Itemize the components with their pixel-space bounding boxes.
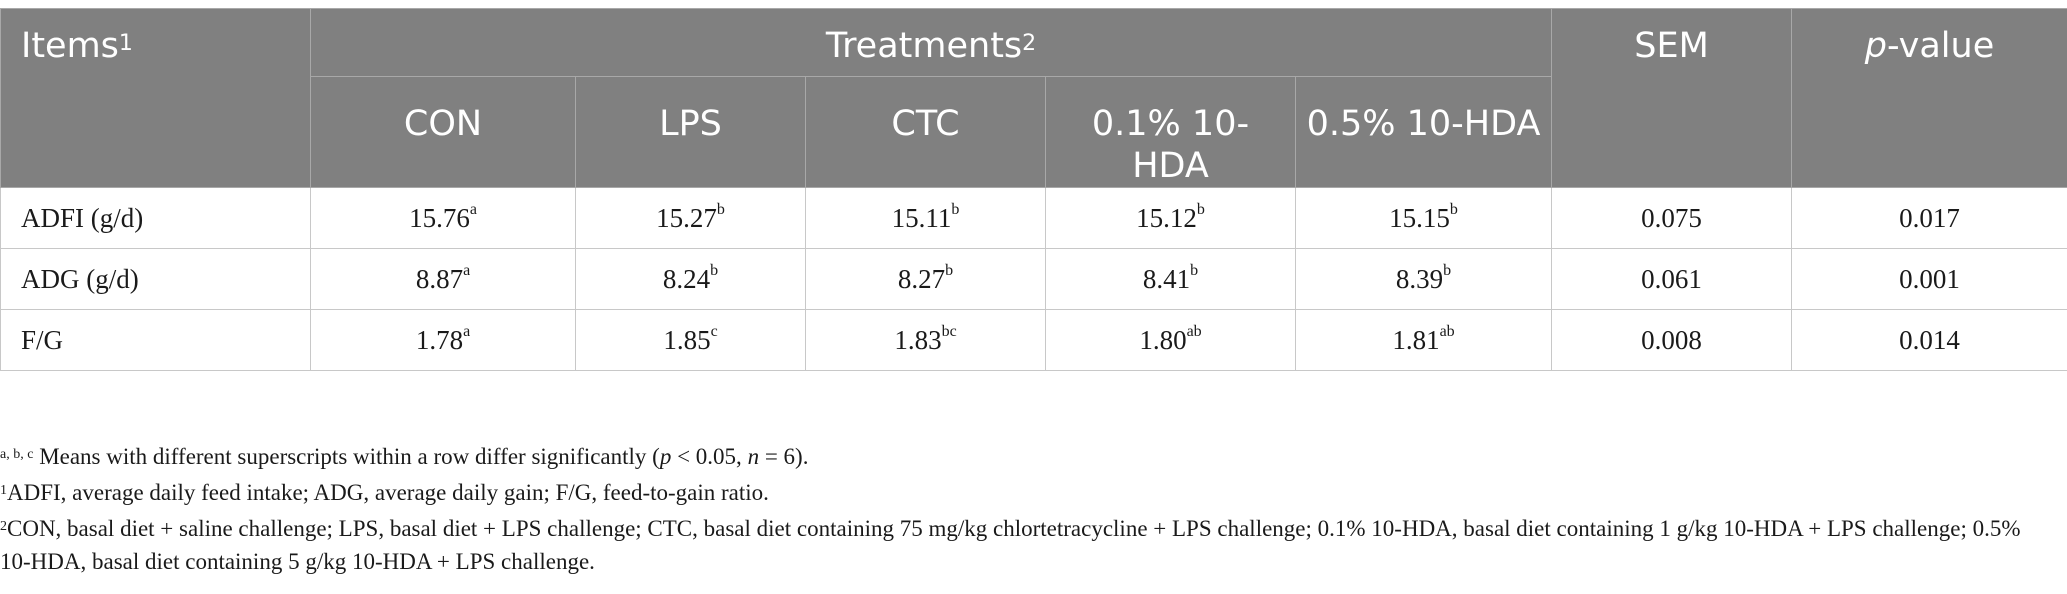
table-cell: 1.83bc — [805, 309, 1046, 371]
footnote-significance: a, b, c Means with different superscript… — [0, 444, 809, 469]
table-row: F/G 1.78a 1.85c 1.83bc 1.80ab 1.81ab 0.0… — [0, 309, 2067, 371]
row-item-label: F/G — [0, 309, 311, 371]
header-group-hda-05: 0.5% 10-HDA — [1295, 76, 1552, 188]
table-footnotes: a, b, c Means with different superscript… — [0, 440, 2040, 581]
table-cell: 15.12b — [1045, 187, 1296, 249]
sem-cell: 0.075 — [1551, 187, 1792, 249]
pvalue-cell: 0.001 — [1791, 248, 2067, 310]
header-group-hda-01: 0.1% 10-HDA — [1045, 76, 1296, 188]
footnote-2: 2CON, basal diet + saline challenge; LPS… — [0, 516, 2021, 574]
header-sem: SEM — [1551, 8, 1792, 188]
table-cell: 1.85c — [575, 309, 806, 371]
header-group-con: CON — [310, 76, 576, 188]
table-cell: 8.87a — [310, 248, 576, 310]
table-cell: 8.27b — [805, 248, 1046, 310]
results-table: Items1 Treatments2 SEM p-value CON LPS C… — [0, 8, 2067, 371]
table-row: ADFI (g/d) 15.76a 15.27b 15.11b 15.12b 1… — [0, 187, 2067, 249]
table-cell: 8.39b — [1295, 248, 1552, 310]
row-item-label: ADFI (g/d) — [0, 187, 311, 249]
table-cell: 8.24b — [575, 248, 806, 310]
table-cell: 15.15b — [1295, 187, 1552, 249]
table-cell: 1.80ab — [1045, 309, 1296, 371]
pvalue-cell: 0.014 — [1791, 309, 2067, 371]
table-cell: 15.11b — [805, 187, 1046, 249]
sem-cell: 0.061 — [1551, 248, 1792, 310]
table-row: ADG (g/d) 8.87a 8.24b 8.27b 8.41b 8.39b … — [0, 248, 2067, 310]
header-group-ctc: CTC — [805, 76, 1046, 188]
sem-cell: 0.008 — [1551, 309, 1792, 371]
row-item-label: ADG (g/d) — [0, 248, 311, 310]
table-cell: 1.81ab — [1295, 309, 1552, 371]
header-group-lps: LPS — [575, 76, 806, 188]
header-pvalue: p-value — [1791, 8, 2067, 188]
pvalue-cell: 0.017 — [1791, 187, 2067, 249]
table-cell: 8.41b — [1045, 248, 1296, 310]
table-cell: 1.78a — [310, 309, 576, 371]
footnote-1: 1ADFI, average daily feed intake; ADG, a… — [0, 480, 769, 505]
header-items: Items1 — [0, 8, 311, 188]
header-treatments: Treatments2 — [310, 8, 1552, 77]
table-cell: 15.76a — [310, 187, 576, 249]
table-cell: 15.27b — [575, 187, 806, 249]
